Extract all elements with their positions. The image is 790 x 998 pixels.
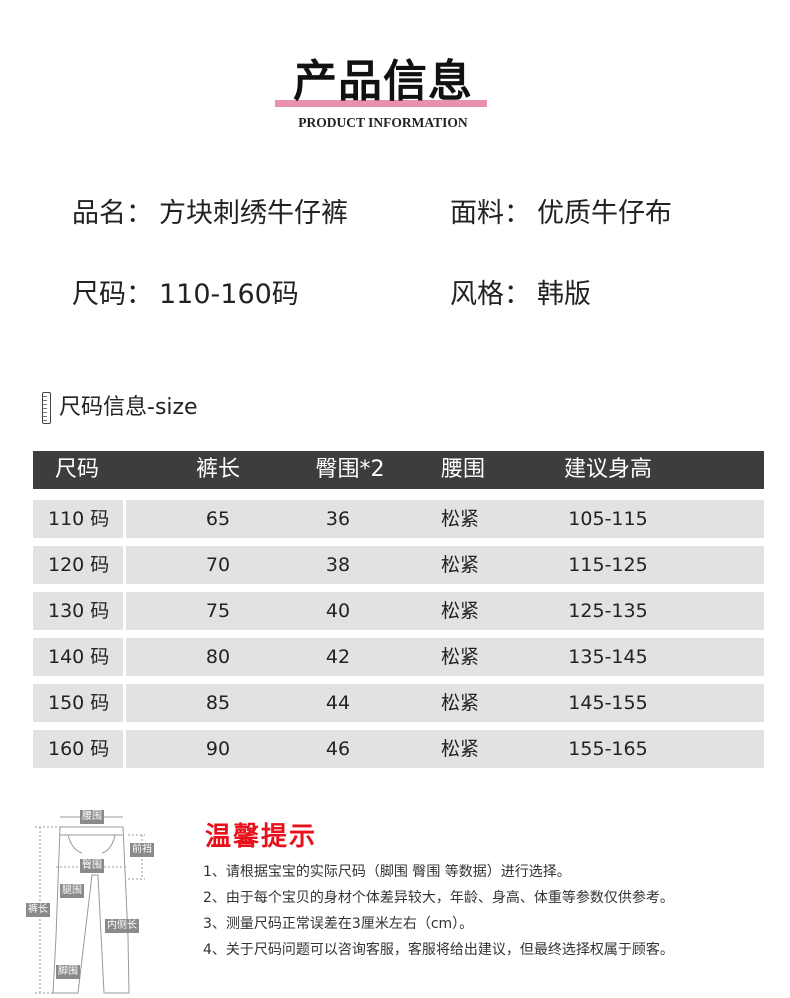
header-size: 尺码 xyxy=(55,457,100,482)
cell-waist: 松紧 xyxy=(441,508,480,530)
cell-length: 70 xyxy=(205,554,231,576)
table-row: 110 码 65 36 松紧 105-115 xyxy=(33,500,764,538)
table-row: 130 码 75 40 松紧 125-135 xyxy=(33,592,764,630)
row-data-cell xyxy=(126,730,764,768)
cell-length: 65 xyxy=(205,508,231,530)
diagram-label-hip: 臀围 xyxy=(80,859,104,873)
name-value: 方块刺绣牛仔裤 xyxy=(159,198,348,229)
style-value: 韩版 xyxy=(537,279,591,310)
size-section-heading: 尺码信息-size xyxy=(42,392,198,424)
diagram-label-length: 裤长 xyxy=(26,903,50,917)
header-length: 裤长 xyxy=(195,457,241,482)
cell-size: 150 码 xyxy=(48,692,110,714)
size-label: 尺码： xyxy=(72,279,153,310)
cell-hip: 42 xyxy=(325,646,351,668)
row-size-cell xyxy=(33,592,123,630)
cell-hip: 40 xyxy=(325,600,351,622)
cell-waist: 松紧 xyxy=(441,646,480,668)
table-row: 120 码 70 38 松紧 115-125 xyxy=(33,546,764,584)
table-row: 160 码 90 46 松紧 155-165 xyxy=(33,730,764,768)
row-data-cell xyxy=(126,638,764,676)
size-section-title: 尺码信息-size xyxy=(59,395,198,420)
cell-size: 120 码 xyxy=(48,554,110,576)
cell-size: 160 码 xyxy=(48,738,110,760)
cell-waist: 松紧 xyxy=(441,600,480,622)
table-row: 150 码 85 44 松紧 145-155 xyxy=(33,684,764,722)
row-size-cell xyxy=(33,546,123,584)
row-data-cell xyxy=(126,592,764,630)
row-size-cell xyxy=(33,730,123,768)
row-size-cell xyxy=(33,638,123,676)
cell-size: 140 码 xyxy=(48,646,110,668)
cell-height: 145-155 xyxy=(568,692,648,714)
fabric-label: 面料： xyxy=(450,198,531,229)
table-header: 尺码 裤长 臀围*2 腰围 建议身高 xyxy=(33,451,764,489)
cell-length: 80 xyxy=(205,646,231,668)
header-height: 建议身高 xyxy=(563,457,653,482)
product-name: 品名： 方块刺绣牛仔裤 xyxy=(72,199,348,229)
product-style: 风格： 韩版 xyxy=(450,280,591,310)
fabric-value: 优质牛仔布 xyxy=(537,198,672,229)
product-fabric: 面料： 优质牛仔布 xyxy=(450,199,672,229)
cell-height: 125-135 xyxy=(568,600,648,622)
diagram-label-rise: 前裆 xyxy=(130,843,154,857)
diagram-label-inseam: 内侧长 xyxy=(105,919,139,933)
cell-size: 110 码 xyxy=(48,508,110,530)
diagram-label-thigh: 腿围 xyxy=(60,884,84,898)
cell-height: 115-125 xyxy=(568,554,648,576)
pants-diagram xyxy=(35,816,145,994)
title-underline xyxy=(275,100,487,107)
header-hip: 臀围*2 xyxy=(315,457,385,482)
tip-item: 2、由于每个宝贝的身材个体差异较大，年龄、身高、体重等参数仅供参考。 xyxy=(203,890,674,906)
tip-item: 4、关于尺码问题可以咨询客服，客服将给出建议，但最终选择权属于顾客。 xyxy=(203,942,674,958)
name-label: 品名： xyxy=(72,198,153,229)
cell-length: 85 xyxy=(205,692,231,714)
row-data-cell xyxy=(126,500,764,538)
table-row: 140 码 80 42 松紧 135-145 xyxy=(33,638,764,676)
tip-item: 1、请根据宝宝的实际尺码（脚围 臀围 等数据）进行选择。 xyxy=(203,864,571,880)
row-data-cell xyxy=(126,684,764,722)
page-subtitle: PRODUCT INFORMATION xyxy=(298,115,468,130)
product-size: 尺码： 110-160码 xyxy=(72,280,299,310)
cell-hip: 46 xyxy=(325,738,351,760)
header-waist: 腰围 xyxy=(441,457,486,482)
ruler-icon xyxy=(42,392,51,424)
tips-title: 温馨提示 xyxy=(205,822,318,852)
cell-waist: 松紧 xyxy=(441,554,480,576)
cell-height: 105-115 xyxy=(568,508,648,530)
cell-height: 155-165 xyxy=(568,738,648,760)
diagram-label-ankle: 脚围 xyxy=(56,965,80,979)
row-size-cell xyxy=(33,684,123,722)
row-data-cell xyxy=(126,546,764,584)
style-label: 风格： xyxy=(450,279,531,310)
cell-waist: 松紧 xyxy=(441,738,480,760)
cell-waist: 松紧 xyxy=(441,692,480,714)
diagram-label-waist: 腰围 xyxy=(80,810,104,824)
cell-size: 130 码 xyxy=(48,600,110,622)
cell-hip: 36 xyxy=(325,508,351,530)
cell-length: 90 xyxy=(205,738,231,760)
cell-hip: 38 xyxy=(325,554,351,576)
size-value: 110-160码 xyxy=(159,279,299,310)
row-size-cell xyxy=(33,500,123,538)
tip-item: 3、测量尺码正常误差在3厘米左右（cm）。 xyxy=(203,916,474,932)
cell-height: 135-145 xyxy=(568,646,648,668)
page-title: 产品信息 xyxy=(293,56,473,107)
cell-length: 75 xyxy=(205,600,231,622)
cell-hip: 44 xyxy=(325,692,351,714)
